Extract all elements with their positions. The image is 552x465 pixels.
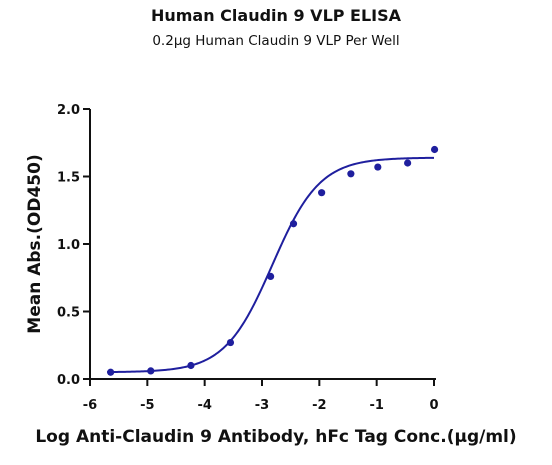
axes: 0.0 0.5 1.0 1.5 2.0 -6 -5 -4 -3 -2 -1 0 [57,103,439,413]
y-tick-label: 2.0 [57,103,80,118]
chart-subtitle: 0.2μg Human Claudin 9 VLP Per Well [152,33,400,49]
data-point [267,272,275,280]
data-point [147,367,155,375]
x-tick-label: -5 [140,398,154,413]
x-tick-label: -4 [197,398,211,413]
data-point [430,145,439,154]
data-point [226,338,235,347]
x-tick-label: -6 [83,398,97,413]
data-point [187,361,195,370]
y-tick-label: 0.5 [57,306,80,321]
x-tick-label: -2 [312,398,326,413]
data-point [347,170,355,178]
y-tick-label: 1.0 [57,238,80,253]
x-tick-label: -1 [369,398,383,413]
y-tick-label: 0.0 [57,373,80,388]
fit-curve-layer [107,156,435,374]
data-point [374,163,382,171]
y-tick-label: 1.5 [57,171,80,186]
fit-curve [107,156,435,374]
x-axis-label: Log Anti-Claudin 9 Antibody, hFc Tag Con… [35,427,516,447]
chart-title: Human Claudin 9 VLP ELISA [150,6,402,25]
data-point [107,368,115,376]
y-axis-label: Mean Abs.(OD450) [25,154,45,333]
data-point [404,159,412,167]
data-point [318,189,326,197]
x-tick-label: 0 [429,398,438,413]
data-points-layer [107,145,439,376]
data-point [289,220,298,228]
x-tick-label: -3 [255,398,269,413]
